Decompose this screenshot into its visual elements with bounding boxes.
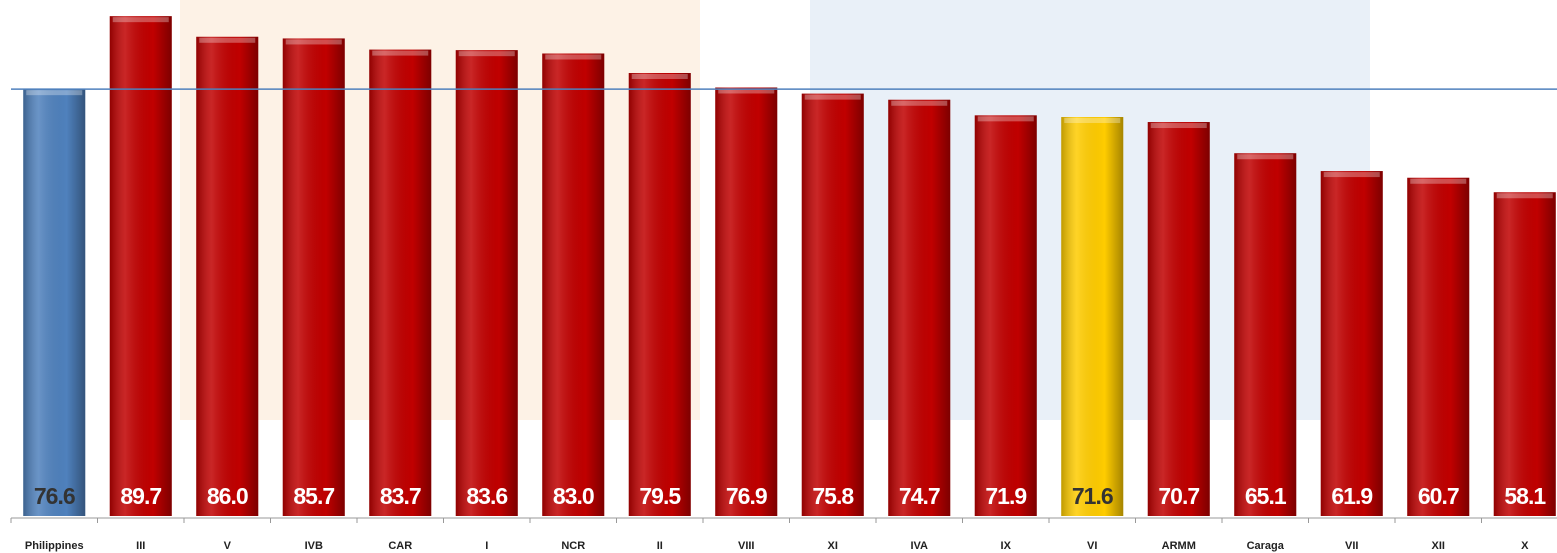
value-label: 61.9 xyxy=(1331,483,1372,509)
value-label: 76.6 xyxy=(34,483,75,509)
bar-top xyxy=(1237,154,1294,160)
bar-shade xyxy=(974,115,1037,517)
value-label: 79.5 xyxy=(639,483,681,509)
x-tick-label: XII xyxy=(1432,540,1445,552)
x-tick-label: V xyxy=(224,540,232,552)
bar-top xyxy=(1323,172,1380,178)
x-tick-label: NCR xyxy=(561,540,585,552)
bar-shade xyxy=(282,38,345,516)
bar-top xyxy=(458,51,515,57)
x-tick-label: Philippines xyxy=(25,540,84,552)
value-label: 70.7 xyxy=(1158,483,1199,509)
bar-top xyxy=(545,54,602,60)
bar-top xyxy=(26,90,83,96)
bar-shade xyxy=(1493,192,1556,516)
value-label: 89.7 xyxy=(120,483,161,509)
x-tick-label: VII xyxy=(1345,540,1358,552)
x-tick-label: IVA xyxy=(910,540,928,552)
value-label: 83.0 xyxy=(553,483,594,509)
value-label: 71.9 xyxy=(985,483,1026,509)
value-label: 58.1 xyxy=(1504,483,1546,509)
x-tick-label: Caraga xyxy=(1247,540,1285,552)
bar-top xyxy=(372,50,429,56)
bar-shade xyxy=(628,72,691,517)
bar-shade xyxy=(196,36,259,517)
bar-top xyxy=(977,116,1034,122)
watermark xyxy=(180,0,700,420)
value-label: 76.9 xyxy=(726,483,767,509)
bar-shade xyxy=(1407,177,1470,516)
bar-top xyxy=(718,88,775,94)
value-label: 75.8 xyxy=(812,483,854,509)
bar-shade xyxy=(715,87,778,516)
bar-shade xyxy=(888,99,951,516)
value-label: 83.6 xyxy=(466,483,507,509)
bar-top xyxy=(891,100,948,106)
bar-top xyxy=(1150,123,1207,129)
bar-top xyxy=(631,73,688,79)
value-label: 60.7 xyxy=(1418,483,1459,509)
bar-shade xyxy=(23,89,86,517)
x-tick-label: VI xyxy=(1087,540,1097,552)
bar-top xyxy=(112,17,169,23)
bar-shade xyxy=(1234,153,1297,516)
x-tick-label: I xyxy=(485,540,488,552)
value-label: 83.7 xyxy=(380,483,421,509)
value-label: 86.0 xyxy=(207,483,248,509)
bar-top xyxy=(804,94,861,100)
x-tick-label: ARMM xyxy=(1162,540,1196,552)
bar-top xyxy=(1496,193,1553,199)
bar-top xyxy=(1410,178,1467,184)
bar-top xyxy=(199,37,256,43)
value-label: 74.7 xyxy=(899,483,940,509)
x-tick-label: III xyxy=(136,540,145,552)
x-tick-label: IVB xyxy=(305,540,323,552)
x-tick-label: IX xyxy=(1001,540,1012,552)
bar-shade xyxy=(1147,122,1210,517)
bar-shade xyxy=(109,16,172,517)
value-label: 85.7 xyxy=(293,483,334,509)
value-label: 65.1 xyxy=(1245,483,1287,509)
value-label: 71.6 xyxy=(1072,483,1113,509)
x-tick-label: VIII xyxy=(738,540,755,552)
bar-shade xyxy=(455,50,518,517)
bar-shade xyxy=(1320,171,1383,516)
x-tick-label: XI xyxy=(828,540,838,552)
bar-shade xyxy=(801,93,864,517)
bar-shade xyxy=(369,49,432,516)
bar-top xyxy=(1064,118,1121,124)
bar-top xyxy=(285,39,342,45)
x-tick-label: X xyxy=(1521,540,1529,552)
bar-shade xyxy=(1061,117,1124,516)
x-tick-label: CAR xyxy=(388,540,412,552)
x-tick-label: II xyxy=(657,540,663,552)
bar-shade xyxy=(542,53,605,517)
